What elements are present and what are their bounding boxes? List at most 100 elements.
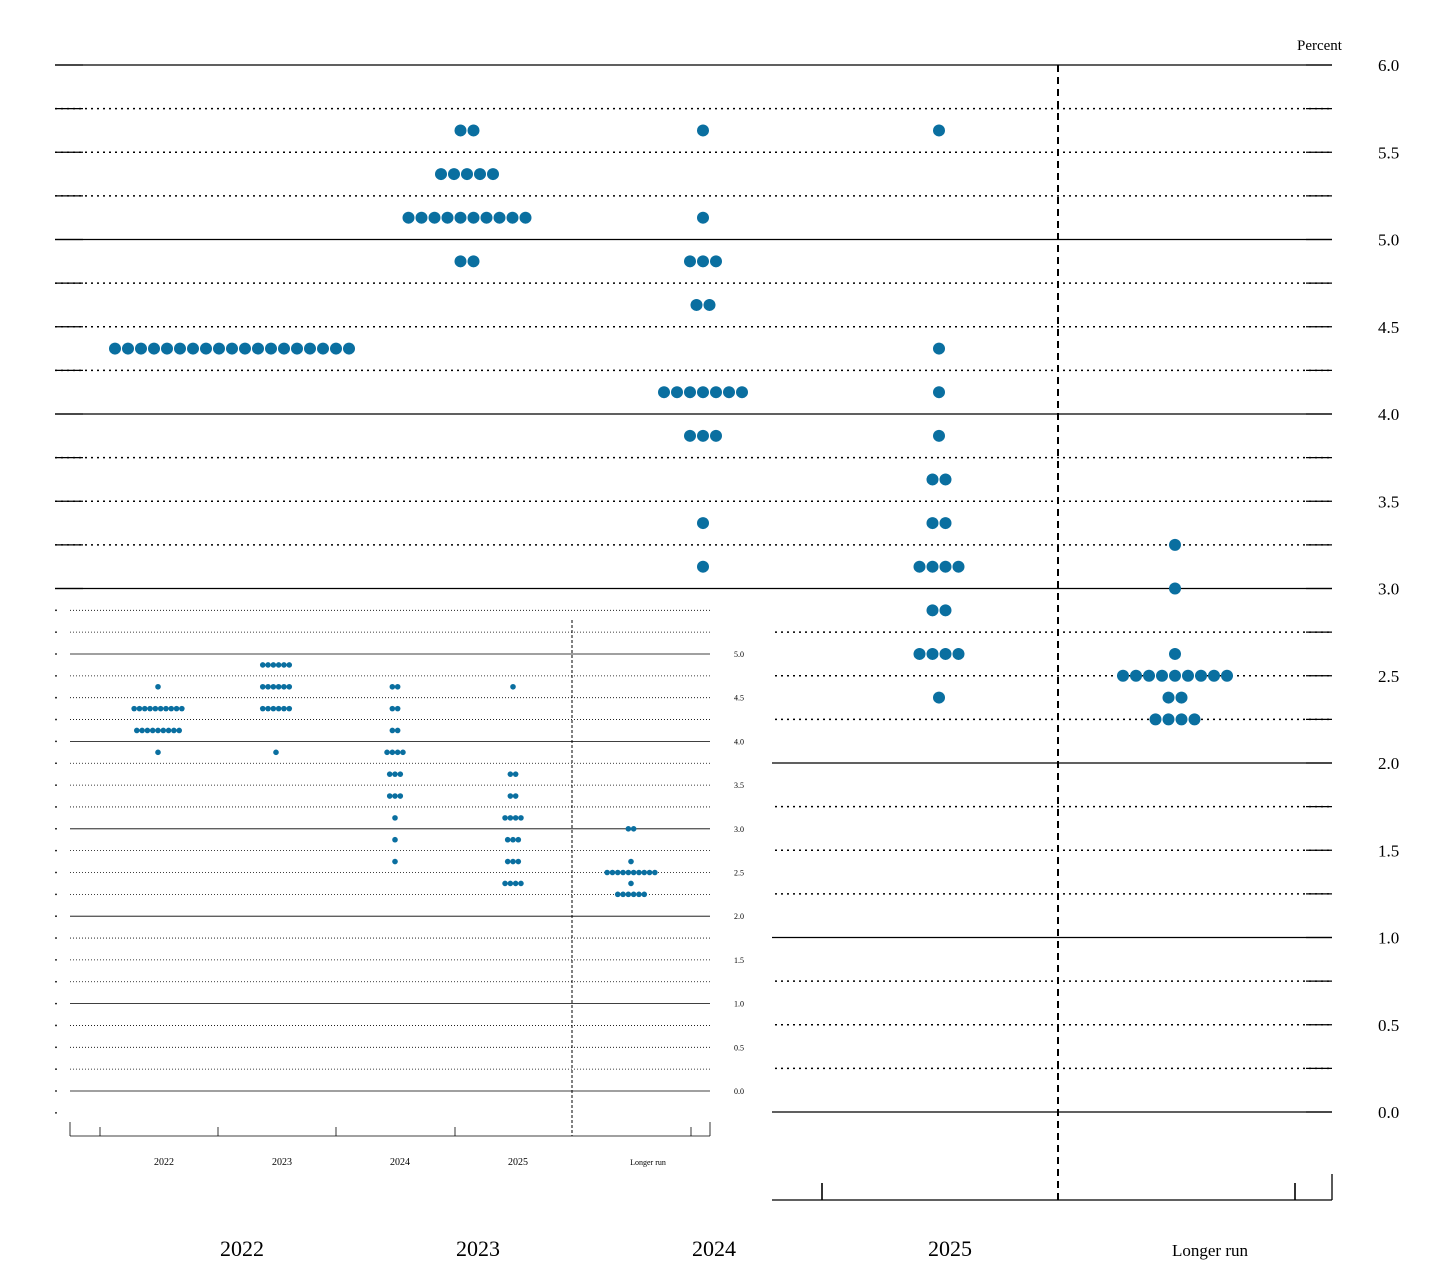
- main-dot: [1156, 669, 1168, 682]
- inset-dot: [609, 869, 616, 876]
- main-dot: [343, 342, 355, 355]
- main-dot: [926, 647, 939, 660]
- inset-dot: [630, 891, 637, 898]
- main-dot: [939, 604, 952, 617]
- main-dot: [939, 473, 952, 486]
- inset-dot: [173, 705, 180, 712]
- inset-left-tick: [55, 696, 57, 699]
- main-dot: [480, 211, 493, 224]
- main-dot: [658, 386, 670, 399]
- inset-dot: [275, 705, 282, 712]
- inset-left-tick: [55, 915, 57, 918]
- main-dot: [1162, 691, 1175, 704]
- inset-left-tick: [55, 827, 57, 830]
- inset-dot: [394, 727, 401, 734]
- inset-dot: [515, 858, 522, 865]
- inset-dot: [265, 662, 271, 668]
- inset-dot: [168, 705, 175, 712]
- main-dot: [684, 429, 696, 442]
- inset-dot: [512, 793, 519, 799]
- inset-y-tick-label: 4.0: [734, 737, 744, 746]
- inset-dot: [502, 880, 508, 887]
- main-dot: [291, 342, 303, 355]
- inset-dot: [604, 869, 610, 876]
- inset-background: [40, 600, 772, 1220]
- inset-dot: [394, 705, 401, 712]
- main-dot: [467, 255, 480, 268]
- main-dot: [487, 168, 499, 181]
- inset-dot: [507, 815, 514, 821]
- main-dot: [926, 604, 939, 617]
- main-dot: [415, 211, 428, 224]
- x-category-label: 2025: [928, 1236, 972, 1261]
- y-tick-label: 5.5: [1378, 143, 1399, 162]
- inset-dot: [144, 727, 151, 734]
- inset-dot: [160, 727, 167, 734]
- inset-dot: [259, 683, 266, 690]
- inset-dot: [512, 771, 519, 777]
- main-dot: [697, 386, 709, 399]
- main-dot: [690, 298, 703, 311]
- inset-dot: [265, 705, 271, 712]
- inset-dot: [512, 880, 519, 887]
- inset-dot: [286, 683, 293, 690]
- inset-x-category-label: 2023: [272, 1157, 292, 1168]
- main-dot: [684, 255, 696, 268]
- main-dot: [454, 211, 467, 224]
- inset-y-tick-label: 4.5: [734, 694, 744, 703]
- main-dot: [939, 560, 952, 573]
- inset-dot: [512, 815, 519, 821]
- main-dot: [213, 342, 225, 355]
- main-dot: [161, 342, 173, 355]
- main-dot: [952, 560, 965, 573]
- inset-dot: [392, 836, 398, 843]
- inset-dot: [259, 705, 266, 712]
- y-tick-label: 6.0: [1378, 56, 1399, 75]
- main-dot: [317, 342, 329, 355]
- inset-dot: [149, 727, 156, 734]
- main-dot: [1143, 669, 1155, 682]
- inset-dot: [518, 880, 524, 887]
- y-tick-label: 3.0: [1378, 580, 1399, 599]
- inset-dot: [641, 869, 648, 876]
- main-dot: [454, 124, 467, 137]
- inset-dot: [275, 662, 282, 668]
- inset-dot: [652, 869, 658, 876]
- inset-dot: [270, 683, 277, 690]
- inset-dot: [392, 793, 398, 799]
- main-dot: [428, 211, 441, 224]
- inset-dot: [281, 683, 287, 690]
- main-dot: [435, 168, 447, 181]
- inset-dot: [386, 771, 393, 777]
- inset-left-tick: [55, 674, 57, 677]
- inset-left-tick: [55, 762, 57, 765]
- main-dot: [278, 342, 290, 355]
- inset-x-category-label: 2022: [154, 1157, 174, 1168]
- main-dot: [1169, 538, 1181, 551]
- x-category-label: 2024: [692, 1236, 736, 1261]
- inset-dot: [281, 662, 287, 668]
- inset-dot: [507, 793, 514, 799]
- main-dot: [1175, 713, 1188, 726]
- inset-dot: [155, 727, 161, 734]
- inset-dot: [646, 869, 653, 876]
- y-tick-label: 3.5: [1378, 492, 1399, 511]
- inset-left-tick: [55, 740, 57, 743]
- y-tick-label: 2.0: [1378, 754, 1399, 773]
- main-dot: [926, 517, 939, 530]
- main-dot: [1149, 713, 1162, 726]
- main-dot: [723, 386, 735, 399]
- main-dots: [109, 124, 1233, 726]
- main-dot: [939, 647, 952, 660]
- main-dot: [1188, 713, 1201, 726]
- main-dot: [461, 168, 473, 181]
- main-dot: [1162, 713, 1175, 726]
- inset-dot: [259, 662, 266, 668]
- y-tick-label: 4.5: [1378, 318, 1399, 337]
- inset-chart: 0.0 0.5 1.0 1.5 2.0 2.5 3.0 3.5 4.0 4.5 5.0 2022 202…: [55, 609, 744, 1168]
- inset-y-tick-label: 1.0: [734, 1000, 744, 1009]
- inset-y-tick-label: 0.5: [734, 1043, 744, 1052]
- inset-dot: [165, 727, 172, 734]
- inset-y-tick-label: 3.5: [734, 781, 744, 790]
